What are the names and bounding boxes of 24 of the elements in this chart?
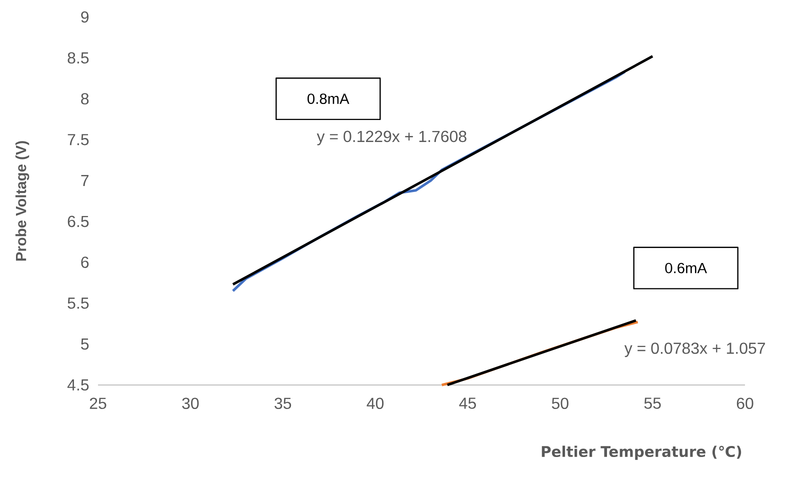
x-tick-label: 40	[366, 398, 384, 410]
y-tick-label: 8	[81, 93, 89, 104]
y-tick-label: 7	[81, 175, 88, 186]
annotation: 0.6mA	[665, 262, 707, 274]
x-tick-label: 35	[274, 398, 292, 410]
y-tick-label: 7.5	[68, 134, 89, 146]
x-tick-label: 60	[736, 398, 754, 410]
x-tick-label: 30	[182, 398, 199, 410]
x-tick-label: 25	[90, 398, 106, 410]
annotation: 0.8mA	[308, 94, 350, 104]
annotation: y = 0.0783x + 1.057	[624, 342, 765, 358]
y-tick-label: 8.5	[68, 52, 89, 64]
y-tick-label: 6	[81, 256, 89, 268]
x-tick-label: 55	[644, 398, 661, 409]
x-tick-label: 50	[552, 398, 568, 410]
y-tick-label: 5	[81, 338, 89, 350]
y-tick-label: 9	[81, 11, 89, 23]
y-tick-label: 4.5	[67, 379, 89, 391]
annotation: y = 0.1229x + 1.7608	[316, 130, 466, 146]
x-tick-label: 45	[459, 398, 476, 409]
x-axis-title: Peltier Temperature (℃)	[542, 446, 742, 460]
y-axis-title: Probe Voltage (V)	[15, 141, 30, 261]
y-tick-label: 5.5	[68, 298, 89, 309]
y-tick-label: 6.5	[68, 216, 89, 228]
